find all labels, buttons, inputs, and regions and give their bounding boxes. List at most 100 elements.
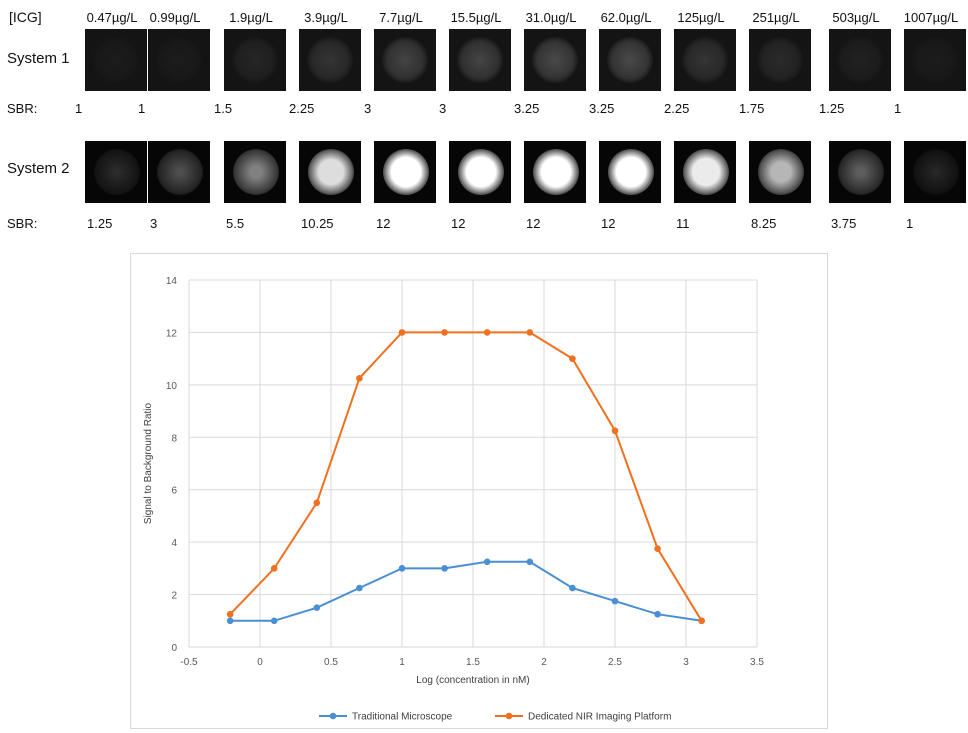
- x-tick-label: 1.5: [466, 657, 480, 668]
- fluorescence-spot: [682, 37, 728, 83]
- y-axis-title: Signal to Background Ratio: [143, 402, 154, 524]
- concentration-label: 62.0µg/L: [600, 10, 652, 25]
- sbr-value: 1: [138, 101, 146, 116]
- fluorescence-spot: [382, 37, 428, 83]
- data-point: [398, 565, 406, 572]
- fluorescence-spot: [608, 149, 654, 195]
- sbr-value: 3: [150, 216, 158, 231]
- fluorescence-spot: [607, 37, 653, 83]
- x-tick-label: 1: [399, 657, 405, 668]
- sbr-value: 3.25: [514, 101, 540, 116]
- data-point: [483, 329, 491, 336]
- fluorescence-image-tile: [224, 29, 286, 91]
- data-point: [356, 375, 363, 382]
- fluorescence-spot: [308, 149, 354, 195]
- concentration-label: 0.99µg/L: [149, 10, 201, 25]
- sbr-value: 1: [75, 101, 83, 116]
- fluorescence-spot: [532, 37, 578, 83]
- data-point: [569, 355, 576, 362]
- x-tick-label: 0: [257, 657, 263, 668]
- concentration-label: 503µg/L: [832, 10, 880, 25]
- fluorescence-image-tile: [904, 29, 966, 91]
- system-2-label: System 2: [7, 160, 70, 177]
- chart-panel: 0 2 4 6 8 10 12 14 -0.5 0 0.5 1 1.5 2 2.5 3 3.5 Log (conc…: [130, 253, 828, 729]
- y-tick-label: 6: [171, 486, 177, 497]
- fluorescence-spot: [913, 149, 959, 195]
- fluorescence-image-tile: [299, 29, 361, 91]
- fluorescence-spot: [837, 37, 883, 83]
- concentration-label: 125µg/L: [677, 10, 725, 25]
- sbr-value: 1.25: [87, 216, 113, 231]
- y-tick-label: 10: [166, 381, 178, 392]
- fluorescence-image-tile: [148, 141, 210, 203]
- concentration-label: 1007µg/L: [903, 10, 959, 25]
- y-tick-label: 4: [171, 538, 177, 549]
- fluorescence-image-tile: [829, 141, 891, 203]
- fluorescence-spot: [457, 37, 503, 83]
- legend-marker: [505, 712, 513, 720]
- sbr-value: 12: [526, 216, 541, 231]
- system-1-sbr-label: SBR:: [7, 101, 38, 116]
- legend-marker: [329, 712, 337, 720]
- x-tick-label: 2: [541, 657, 547, 668]
- fluorescence-spot: [757, 37, 803, 83]
- y-tick-label: 8: [171, 433, 177, 444]
- sbr-value: 11: [676, 216, 690, 231]
- fluorescence-image-tile: [829, 29, 891, 91]
- sbr-value: 3.75: [831, 216, 857, 231]
- legend-label: Traditional Microscope: [352, 712, 453, 723]
- data-point: [441, 329, 448, 336]
- fluorescence-image-tile: [524, 29, 586, 91]
- x-tick-label: 2.5: [608, 657, 622, 668]
- fluorescence-image-tile: [85, 29, 147, 91]
- concentration-label: 3.9µg/L: [304, 10, 348, 25]
- data-point: [398, 329, 406, 336]
- system-2-sbr-label: SBR:: [7, 216, 38, 231]
- concentration-label: 0.47µg/L: [86, 10, 138, 25]
- concentration-label: 251µg/L: [752, 10, 800, 25]
- fluorescence-spot: [912, 37, 958, 83]
- fluorescence-image-tile: [374, 141, 436, 203]
- y-tick-label: 14: [166, 276, 178, 287]
- fluorescence-image-tile: [524, 141, 586, 203]
- data-point: [270, 617, 278, 625]
- fluorescence-image-tile: [599, 29, 661, 91]
- fluorescence-spot: [156, 37, 202, 83]
- sbr-value: 1.75: [739, 101, 765, 116]
- sbr-value: 5.5: [226, 216, 245, 231]
- system-1-label: System 1: [7, 50, 70, 67]
- data-point: [313, 499, 321, 507]
- series-line: [230, 560, 702, 622]
- data-point: [611, 597, 619, 605]
- data-point: [654, 545, 661, 552]
- data-point: [526, 329, 534, 336]
- data-point: [226, 610, 234, 618]
- x-tick-label: 3: [683, 657, 689, 668]
- data-point: [654, 610, 661, 618]
- y-tick-label: 0: [171, 643, 177, 654]
- fluorescence-image-tile: [449, 29, 511, 91]
- sbr-value: 10.25: [301, 216, 334, 231]
- fluorescence-spot: [683, 149, 729, 195]
- data-point: [526, 558, 534, 566]
- data-point: [698, 617, 705, 625]
- fluorescence-image-tile: [299, 141, 361, 203]
- concentration-label: 31.0µg/L: [525, 10, 577, 25]
- data-point: [356, 584, 363, 592]
- data-point: [611, 427, 619, 435]
- fluorescence-spot: [758, 149, 804, 195]
- sbr-value: 3: [364, 101, 372, 116]
- fluorescence-spot: [157, 149, 203, 195]
- fluorescence-image-tile: [904, 141, 966, 203]
- fluorescence-spot: [93, 37, 139, 83]
- fluorescence-spot: [458, 149, 504, 195]
- sbr-value: 2.25: [289, 101, 315, 116]
- concentration-label: 7.7µg/L: [379, 10, 423, 25]
- fluorescence-spot: [307, 37, 353, 83]
- x-axis-title: Log (concentration in nM): [416, 675, 529, 686]
- sbr-value: 12: [451, 216, 466, 231]
- fluorescence-image-tile: [224, 141, 286, 203]
- sbr-value: 1: [894, 101, 902, 116]
- data-point: [313, 604, 321, 611]
- fluorescence-spot: [232, 37, 278, 83]
